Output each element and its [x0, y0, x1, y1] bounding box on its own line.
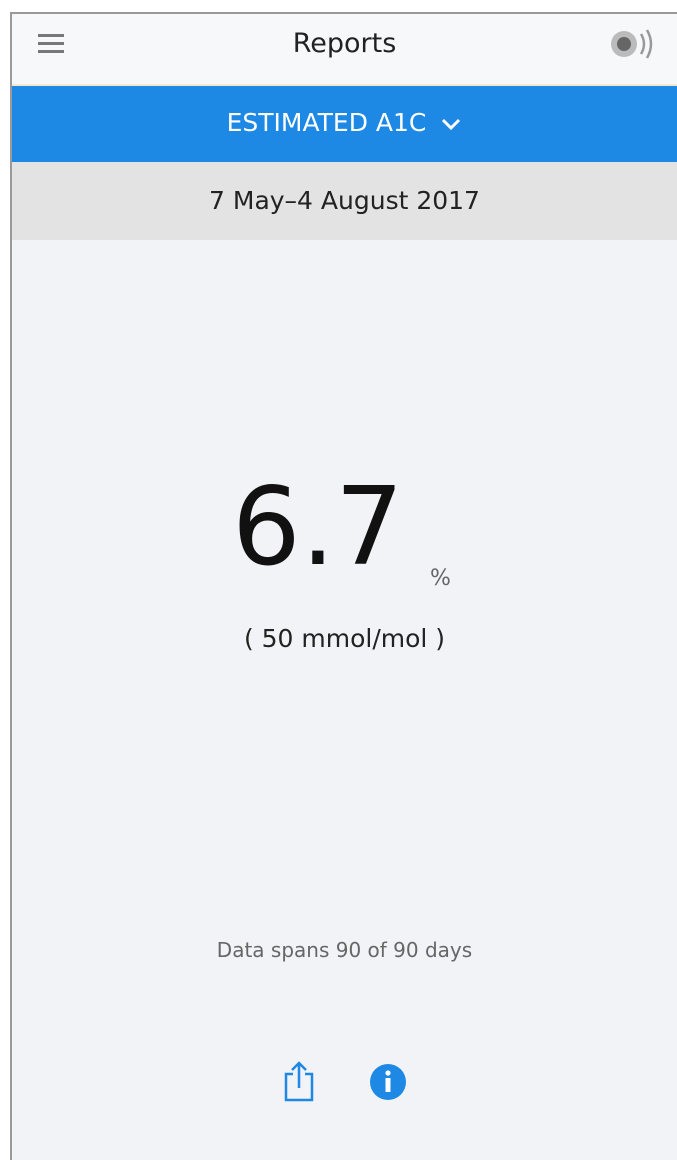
report-name: ESTIMATED A1C: [226, 108, 427, 137]
top-bar: Reports: [12, 14, 677, 86]
share-icon[interactable]: [282, 1060, 318, 1104]
menu-icon[interactable]: [38, 32, 68, 56]
date-bar: 7 May–4 August 2017: [12, 162, 677, 240]
a1c-unit: %: [430, 566, 451, 591]
a1c-mmol: ( 50 mmol/mol ): [243, 624, 446, 653]
data-span-note: Data spans 90 of 90 days: [216, 938, 473, 962]
info-icon[interactable]: [368, 1062, 408, 1102]
a1c-value: 6.7: [232, 465, 404, 590]
sensor-icon[interactable]: [608, 26, 658, 62]
chevron-down: [442, 118, 461, 131]
app-screen: Reports ESTIMATED A1C 7 May–4 August 201…: [10, 12, 677, 1160]
report-selector[interactable]: ESTIMATED A1C: [12, 86, 677, 162]
date-range: 7 May–4 August 2017: [209, 186, 480, 215]
screen-title: Reports: [292, 28, 397, 59]
report-selector-label[interactable]: ESTIMATED A1C: [12, 108, 677, 137]
